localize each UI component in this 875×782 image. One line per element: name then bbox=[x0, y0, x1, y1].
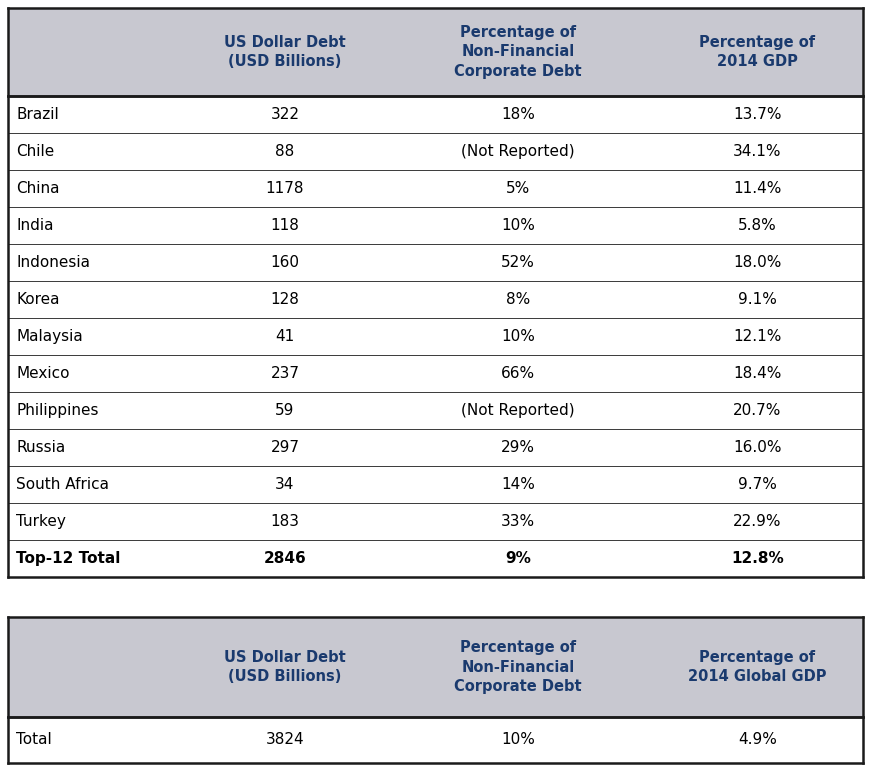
Text: Total: Total bbox=[16, 733, 52, 748]
Text: 9.7%: 9.7% bbox=[738, 477, 777, 492]
Text: Korea: Korea bbox=[16, 292, 60, 307]
Text: Turkey: Turkey bbox=[16, 514, 66, 529]
Text: 18.4%: 18.4% bbox=[733, 366, 781, 381]
Bar bbox=[8, 318, 863, 355]
Text: Percentage of
Non-Financial
Corporate Debt: Percentage of Non-Financial Corporate De… bbox=[454, 25, 582, 79]
Text: 11.4%: 11.4% bbox=[733, 181, 781, 196]
Bar bbox=[8, 244, 863, 281]
Text: 13.7%: 13.7% bbox=[733, 107, 781, 122]
Text: 10%: 10% bbox=[501, 733, 535, 748]
Text: 41: 41 bbox=[276, 329, 295, 344]
Text: 4.9%: 4.9% bbox=[738, 733, 777, 748]
Text: 2846: 2846 bbox=[263, 551, 306, 566]
Bar bbox=[8, 281, 863, 318]
Bar bbox=[8, 617, 863, 717]
Bar bbox=[8, 466, 863, 503]
Text: Percentage of
2014 GDP: Percentage of 2014 GDP bbox=[699, 35, 816, 69]
Text: 66%: 66% bbox=[500, 366, 536, 381]
Text: 118: 118 bbox=[270, 218, 299, 233]
Bar bbox=[8, 8, 863, 96]
Bar bbox=[8, 170, 863, 207]
Bar bbox=[8, 133, 863, 170]
Text: 8%: 8% bbox=[506, 292, 530, 307]
Text: US Dollar Debt
(USD Billions): US Dollar Debt (USD Billions) bbox=[224, 650, 346, 684]
Text: Indonesia: Indonesia bbox=[16, 255, 90, 270]
Bar bbox=[8, 540, 863, 577]
Text: 322: 322 bbox=[270, 107, 299, 122]
Text: Chile: Chile bbox=[16, 144, 54, 159]
Text: Russia: Russia bbox=[16, 440, 66, 455]
Text: 12.8%: 12.8% bbox=[732, 551, 784, 566]
Text: 34.1%: 34.1% bbox=[733, 144, 781, 159]
Text: (Not Reported): (Not Reported) bbox=[461, 403, 575, 418]
Text: Philippines: Philippines bbox=[16, 403, 99, 418]
Bar bbox=[8, 207, 863, 244]
Text: Malaysia: Malaysia bbox=[16, 329, 83, 344]
Text: 16.0%: 16.0% bbox=[733, 440, 781, 455]
Text: 5%: 5% bbox=[506, 181, 530, 196]
Text: 33%: 33% bbox=[500, 514, 536, 529]
Text: 18%: 18% bbox=[501, 107, 535, 122]
Text: India: India bbox=[16, 218, 53, 233]
Text: 237: 237 bbox=[270, 366, 299, 381]
Text: 3824: 3824 bbox=[266, 733, 304, 748]
Text: 34: 34 bbox=[276, 477, 295, 492]
Text: 9%: 9% bbox=[505, 551, 531, 566]
Text: Percentage of
2014 Global GDP: Percentage of 2014 Global GDP bbox=[689, 650, 827, 684]
Text: 29%: 29% bbox=[501, 440, 535, 455]
Text: South Africa: South Africa bbox=[16, 477, 109, 492]
Text: China: China bbox=[16, 181, 60, 196]
Text: 12.1%: 12.1% bbox=[733, 329, 781, 344]
Text: 1178: 1178 bbox=[266, 181, 304, 196]
Text: 10%: 10% bbox=[501, 218, 535, 233]
Text: 20.7%: 20.7% bbox=[733, 403, 781, 418]
Bar bbox=[8, 392, 863, 429]
Text: 297: 297 bbox=[270, 440, 299, 455]
Text: 9.1%: 9.1% bbox=[738, 292, 777, 307]
Text: 59: 59 bbox=[276, 403, 295, 418]
Bar bbox=[8, 96, 863, 133]
Text: 88: 88 bbox=[276, 144, 295, 159]
Text: 128: 128 bbox=[270, 292, 299, 307]
Text: 52%: 52% bbox=[501, 255, 535, 270]
Text: Brazil: Brazil bbox=[16, 107, 59, 122]
Text: 18.0%: 18.0% bbox=[733, 255, 781, 270]
Text: US Dollar Debt
(USD Billions): US Dollar Debt (USD Billions) bbox=[224, 35, 346, 69]
Bar bbox=[8, 503, 863, 540]
Text: Top-12 Total: Top-12 Total bbox=[16, 551, 121, 566]
Text: Mexico: Mexico bbox=[16, 366, 69, 381]
Text: (Not Reported): (Not Reported) bbox=[461, 144, 575, 159]
Bar bbox=[8, 717, 863, 763]
Text: 183: 183 bbox=[270, 514, 299, 529]
Text: 160: 160 bbox=[270, 255, 299, 270]
Text: 14%: 14% bbox=[501, 477, 535, 492]
Text: Percentage of
Non-Financial
Corporate Debt: Percentage of Non-Financial Corporate De… bbox=[454, 640, 582, 694]
Text: 5.8%: 5.8% bbox=[738, 218, 777, 233]
Text: 10%: 10% bbox=[501, 329, 535, 344]
Bar bbox=[8, 355, 863, 392]
Text: 22.9%: 22.9% bbox=[733, 514, 781, 529]
Bar bbox=[8, 429, 863, 466]
